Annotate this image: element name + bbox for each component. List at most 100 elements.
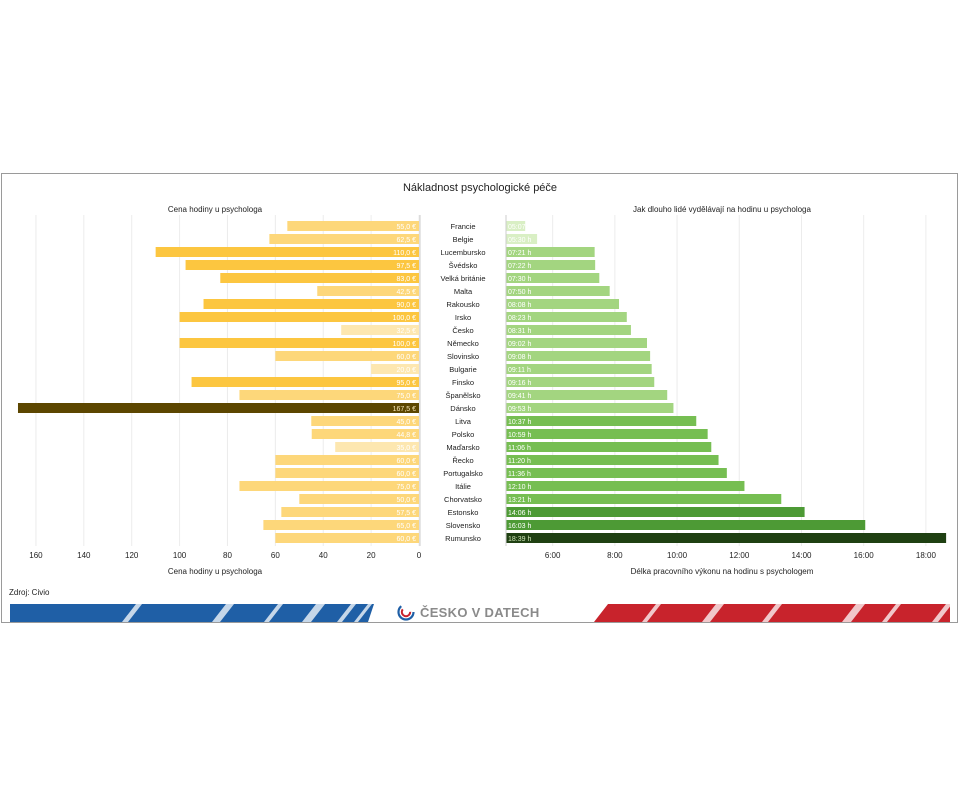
country-label: Lucembursko xyxy=(440,248,485,257)
price-data-label: 42,5 € xyxy=(397,289,417,296)
price-tick-label: 20 xyxy=(367,551,376,560)
price-bar xyxy=(263,520,419,530)
time-bar xyxy=(506,247,595,257)
country-label: Francie xyxy=(450,222,475,231)
price-bar xyxy=(311,429,419,439)
time-data-label: 10:37 h xyxy=(508,419,531,426)
time-bar xyxy=(506,468,727,478)
country-label: Itálie xyxy=(455,482,471,491)
time-data-label: 09:53 h xyxy=(508,406,531,413)
time-data-label: 08:23 h xyxy=(508,315,531,322)
country-label: Litva xyxy=(455,417,472,426)
price-bar xyxy=(220,273,419,283)
price-data-label: 90,0 € xyxy=(397,302,417,309)
price-data-label: 44,8 € xyxy=(397,432,417,439)
country-label: Česko xyxy=(452,326,473,335)
country-label: Maďarsko xyxy=(446,443,479,452)
price-bar xyxy=(275,468,419,478)
brand-name: ČESKO V DATECH xyxy=(420,604,540,620)
time-tick-label: 8:00 xyxy=(607,551,623,560)
time-tick-label: 14:00 xyxy=(791,551,812,560)
price-data-label: 75,0 € xyxy=(397,484,417,491)
price-data-label: 60,0 € xyxy=(397,458,417,465)
time-bar xyxy=(506,481,745,491)
time-bar xyxy=(506,377,655,387)
time-bar xyxy=(506,338,648,348)
price-data-label: 20,0 € xyxy=(397,367,417,374)
price-data-label: 167,5 € xyxy=(393,406,416,413)
banner-slash xyxy=(842,604,865,622)
country-labels: Francie Belgie Lucembursko Švédsko Velká bri… xyxy=(440,222,485,543)
brand-logo: ČESKO V DATECH xyxy=(397,603,540,621)
right-panel-subtitle: Jak dlouho lidé vydělávají na hodinu u p… xyxy=(633,205,811,214)
price-bars: 55,0 € 62,5 € 110,0 € 97,5 € 83,0 € 42,5 € 90,… xyxy=(17,221,420,543)
time-tick-label: 12:00 xyxy=(729,551,750,560)
price-tick-label: 120 xyxy=(125,551,139,560)
banner-slash xyxy=(264,604,283,622)
price-bar xyxy=(239,481,419,491)
country-label: Polsko xyxy=(452,430,475,439)
price-tick-label: 80 xyxy=(223,551,232,560)
time-bar xyxy=(506,273,600,283)
time-data-label: 09:08 h xyxy=(508,354,531,361)
banner-slash xyxy=(122,604,142,622)
banner-slash xyxy=(642,604,661,622)
price-bar xyxy=(179,312,419,322)
time-bar xyxy=(506,442,712,452)
time-data-label: 05:30 h xyxy=(508,237,531,244)
time-data-label: 12:10 h xyxy=(508,484,531,491)
country-label: Dánsko xyxy=(450,404,475,413)
time-tick-label: 10:00 xyxy=(667,551,688,560)
price-bar xyxy=(17,403,420,413)
banner-slash xyxy=(337,604,356,622)
time-data-label: 11:36 h xyxy=(508,471,531,478)
price-data-label: 60,0 € xyxy=(397,354,417,361)
country-label: Irsko xyxy=(455,313,471,322)
country-label: Belgie xyxy=(453,235,474,244)
price-data-label: 110,0 € xyxy=(393,250,416,257)
time-bar xyxy=(506,286,610,296)
banner-slash xyxy=(354,604,372,622)
time-tick-label: 6:00 xyxy=(545,551,561,560)
price-tick-label: 60 xyxy=(271,551,280,560)
time-bar xyxy=(506,403,674,413)
time-data-label: 08:31 h xyxy=(508,328,531,335)
price-data-label: 60,0 € xyxy=(397,536,417,543)
price-bar xyxy=(155,247,419,257)
country-label: Portugalsko xyxy=(443,469,483,478)
time-bar xyxy=(506,429,708,439)
time-bar xyxy=(506,507,805,517)
country-label: Rakousko xyxy=(446,300,479,309)
time-bar xyxy=(506,455,719,465)
time-bar xyxy=(506,416,697,426)
price-bar xyxy=(335,442,419,452)
time-bar xyxy=(506,390,668,400)
time-data-label: 07:21 h xyxy=(508,250,531,257)
time-bar xyxy=(506,221,526,231)
time-data-label: 11:20 h xyxy=(508,458,531,465)
price-bar xyxy=(371,364,419,374)
price-data-label: 62,5 € xyxy=(397,237,417,244)
price-bar xyxy=(275,455,419,465)
price-data-label: 60,0 € xyxy=(397,471,417,478)
price-bar xyxy=(191,377,419,387)
chart-title: Nákladnost psychologické péče xyxy=(403,182,557,194)
time-bar xyxy=(506,351,651,361)
price-data-label: 32,5 € xyxy=(397,328,417,335)
country-label: Finsko xyxy=(452,378,474,387)
price-bar xyxy=(341,325,419,335)
price-bar xyxy=(179,338,419,348)
footer-banner xyxy=(10,604,952,622)
banner-slash xyxy=(212,604,234,622)
price-data-label: 35,0 € xyxy=(397,445,417,452)
time-data-label: 09:02 h xyxy=(508,341,531,348)
time-axis: 6:00 8:00 10:00 12:00 14:00 16:00 18:00 xyxy=(505,215,936,560)
time-bar xyxy=(506,325,631,335)
banner-blue-stripe xyxy=(10,604,374,622)
price-tick-label: 140 xyxy=(77,551,91,560)
source-note: Zdroj: Civio xyxy=(9,588,50,597)
price-tick-label: 0 xyxy=(417,551,422,560)
price-tick-label: 100 xyxy=(173,551,187,560)
price-data-label: 57,5 € xyxy=(397,510,417,517)
time-data-label: 09:11 h xyxy=(508,367,531,374)
